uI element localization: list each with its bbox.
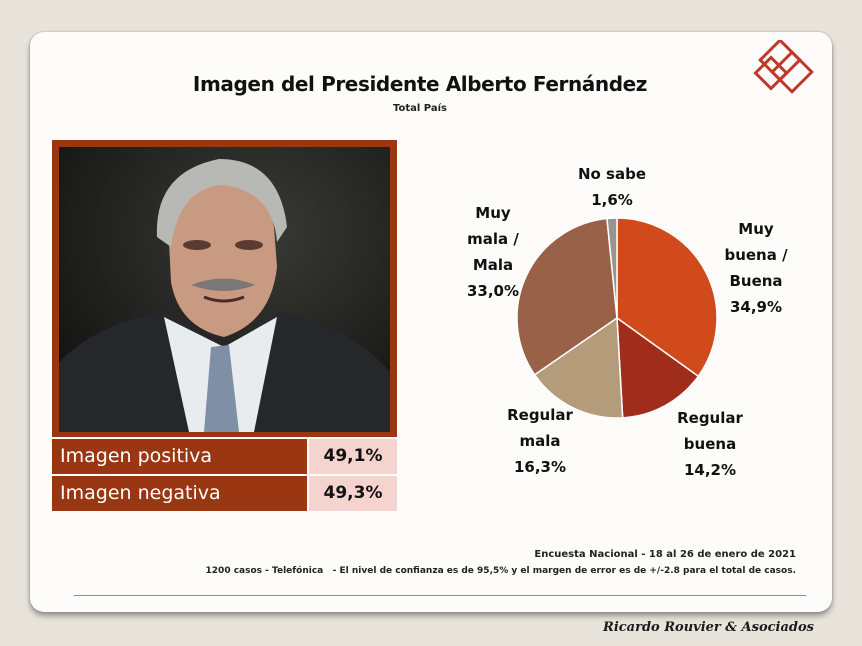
positive-image-value: 49,1% — [309, 439, 397, 474]
pie-label-value: 14,2% — [683, 461, 737, 479]
pie-label-text: buena / — [724, 246, 788, 264]
pie-label-value: 16,3% — [513, 458, 567, 476]
survey-footer-line1: Encuesta Nacional - 18 al 26 de enero de… — [534, 549, 796, 560]
negative-image-row: Imagen negativa 49,3% — [52, 476, 397, 511]
pie-slice-label: Regular buena 14,2% — [668, 405, 752, 483]
pie-label-text: Regular — [677, 409, 743, 427]
pie-label-value: 33,0% — [466, 282, 520, 300]
footer-divider — [74, 595, 806, 596]
pie-label-value: 1,6% — [591, 191, 633, 209]
survey-footer-line2: 1200 casos - Telefónica - El nivel de co… — [205, 566, 796, 576]
company-logo-icon — [753, 40, 814, 94]
pie-label-value: 34,9% — [729, 298, 783, 316]
president-photo — [59, 147, 390, 432]
pie-label-text: No sabe — [577, 165, 647, 183]
brand-signature: Ricardo Rouvier & Asociados — [603, 620, 814, 635]
negative-image-label: Imagen negativa — [52, 476, 307, 511]
positive-image-label: Imagen positiva — [52, 439, 307, 474]
pie-label-text: mala / — [467, 230, 519, 248]
pie-label-text: Muy — [475, 204, 511, 222]
pie-label-text: Mala — [472, 256, 514, 274]
page-subtitle: Total País — [393, 103, 447, 114]
pie-slice-label: Muy buena / Buena 34,9% — [716, 216, 796, 320]
pie-label-text: Muy — [738, 220, 774, 238]
pie-label-text: buena — [683, 435, 737, 453]
positive-image-row: Imagen positiva 49,1% — [52, 439, 397, 474]
page-title: Imagen del Presidente Alberto Fernández — [192, 72, 648, 96]
pie-label-text: Buena — [729, 272, 783, 290]
negative-image-value: 49,3% — [309, 476, 397, 511]
pie-label-text: mala — [519, 432, 561, 450]
pie-label-text: Regular — [507, 406, 573, 424]
pie-slice-label: Muy mala / Mala 33,0% — [452, 200, 534, 304]
pie-slice-label: Regular mala 16,3% — [500, 402, 580, 480]
pie-slice-label: No sabe 1,6% — [570, 161, 654, 213]
